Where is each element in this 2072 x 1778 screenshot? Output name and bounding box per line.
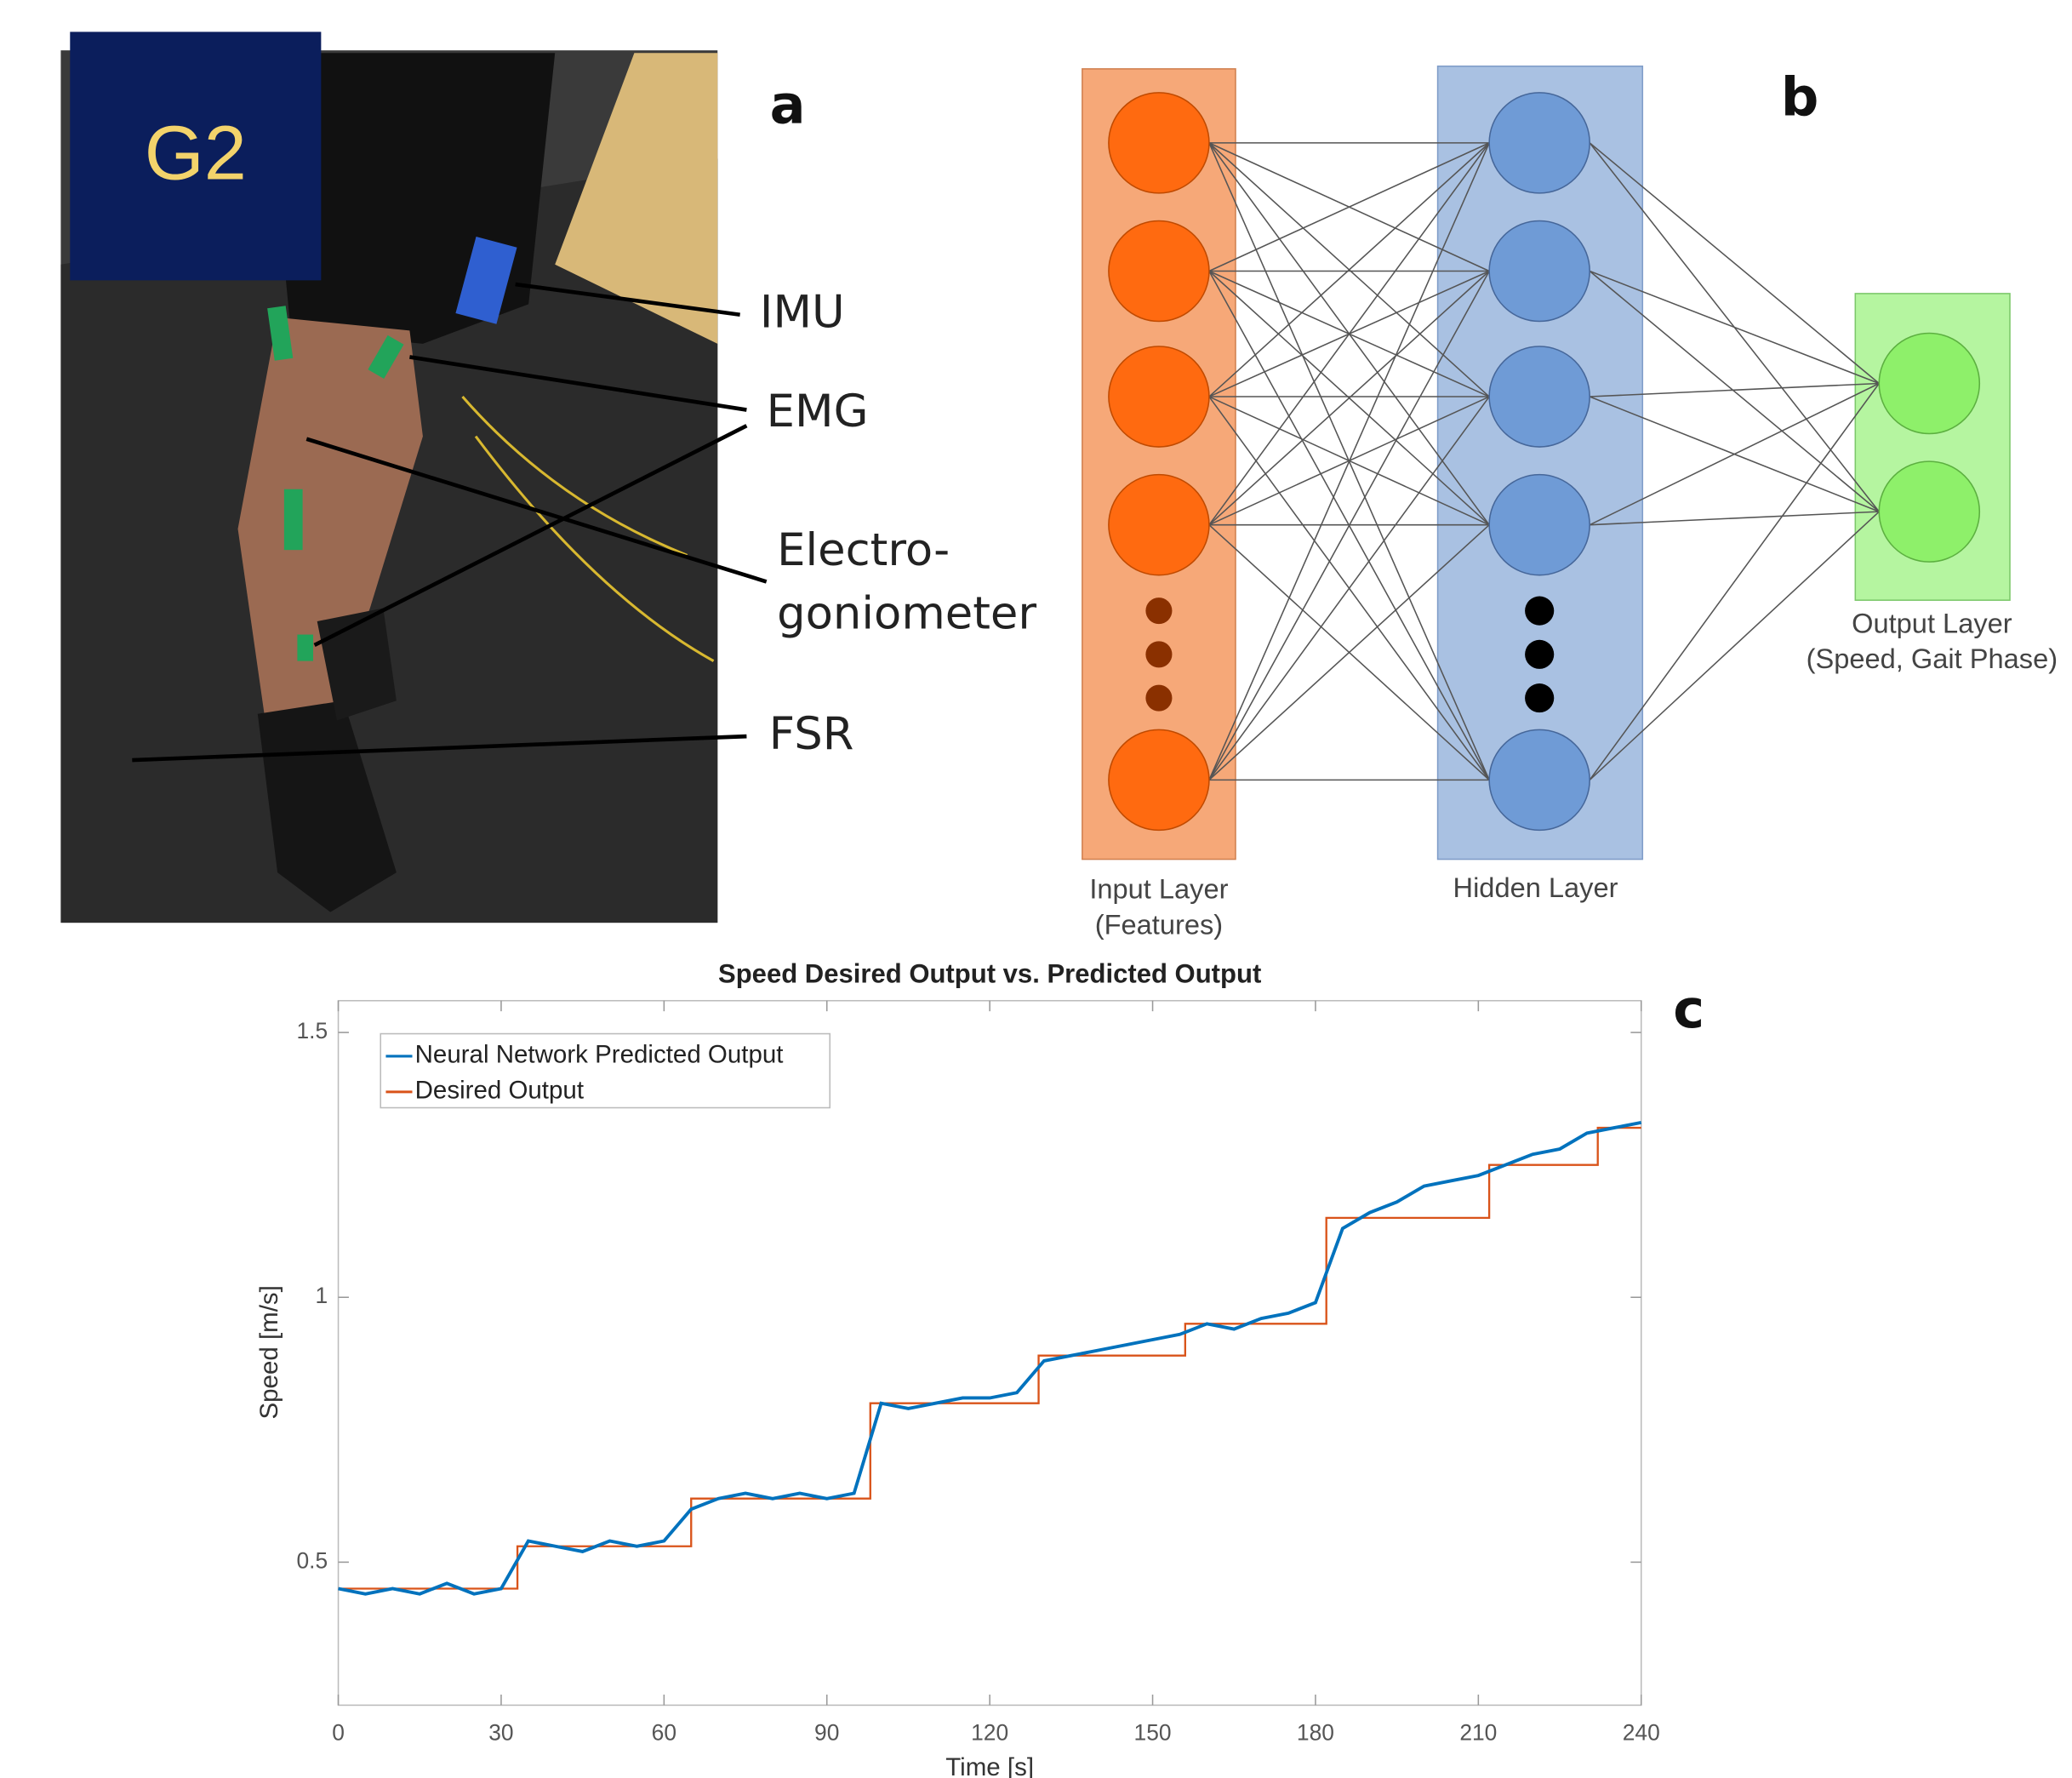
annotation: FSR xyxy=(769,708,854,760)
layer-label: Output Layer xyxy=(1852,607,2012,638)
y-axis-label: Speed [m/s] xyxy=(255,1285,283,1419)
y-tick-label: 0.5 xyxy=(296,1547,328,1573)
x-tick-label: 60 xyxy=(652,1720,676,1746)
figure: G2 a IMU EMG Electro- goniometer FSR b I… xyxy=(0,0,2072,1778)
x-tick-label: 240 xyxy=(1623,1720,1660,1746)
input-node xyxy=(1109,220,1209,321)
legend-label: Desired Output xyxy=(415,1077,584,1105)
input-node xyxy=(1109,346,1209,447)
badge-text: G2 xyxy=(145,110,247,196)
x-tick-label: 30 xyxy=(488,1720,513,1746)
network-diagram xyxy=(1082,66,2010,860)
ellipsis-dot xyxy=(1145,597,1172,624)
input-node xyxy=(1109,475,1209,575)
annotation: Electro- xyxy=(777,524,950,576)
legend-label: Neural Network Predicted Output xyxy=(415,1041,784,1069)
panel-label: b xyxy=(1781,66,1818,128)
ellipsis-dot xyxy=(1525,640,1554,669)
hidden-node xyxy=(1489,729,1590,830)
x-tick-label: 120 xyxy=(971,1720,1008,1746)
ellipsis-dot xyxy=(1145,685,1172,712)
layer-label: Input Layer xyxy=(1089,872,1228,904)
hidden-node xyxy=(1489,93,1590,193)
x-axis-label: Time [s] xyxy=(945,1753,1034,1778)
hidden-node xyxy=(1489,220,1590,321)
annotation: goniometer xyxy=(777,587,1036,639)
ellipsis-dot xyxy=(1145,641,1172,667)
chart-title: Speed Desired Output vs. Predicted Outpu… xyxy=(718,958,1261,988)
x-tick-label: 0 xyxy=(332,1720,345,1746)
input-node xyxy=(1109,729,1209,830)
chart: Speed Desired Output vs. Predicted Outpu… xyxy=(255,958,1660,1778)
ellipsis-dot xyxy=(1525,597,1554,626)
ellipsis-dot xyxy=(1525,683,1554,712)
page: {"labels": {"badge": "G2", "panel_a": "a… xyxy=(0,0,2072,1778)
output-node xyxy=(1879,333,1979,433)
y-tick-label: 1.5 xyxy=(296,1018,328,1043)
x-tick-label: 210 xyxy=(1459,1720,1497,1746)
layer-label: Hidden Layer xyxy=(1453,872,1618,903)
layer-label: (Speed, Gait Phase) xyxy=(1807,643,2058,674)
layer-label: (Features) xyxy=(1095,908,1223,940)
annotation: IMU xyxy=(760,286,845,338)
annotation: EMG xyxy=(767,386,869,437)
hidden-node xyxy=(1489,475,1590,575)
panel-label: c xyxy=(1673,978,1704,1040)
hidden-node xyxy=(1489,346,1590,447)
x-tick-label: 150 xyxy=(1134,1720,1172,1746)
output-node xyxy=(1879,461,1979,562)
x-tick-label: 180 xyxy=(1297,1720,1334,1746)
input-node xyxy=(1109,93,1209,193)
x-tick-label: 90 xyxy=(814,1720,839,1746)
y-tick-label: 1 xyxy=(315,1283,328,1308)
panel-label: a xyxy=(770,74,806,136)
